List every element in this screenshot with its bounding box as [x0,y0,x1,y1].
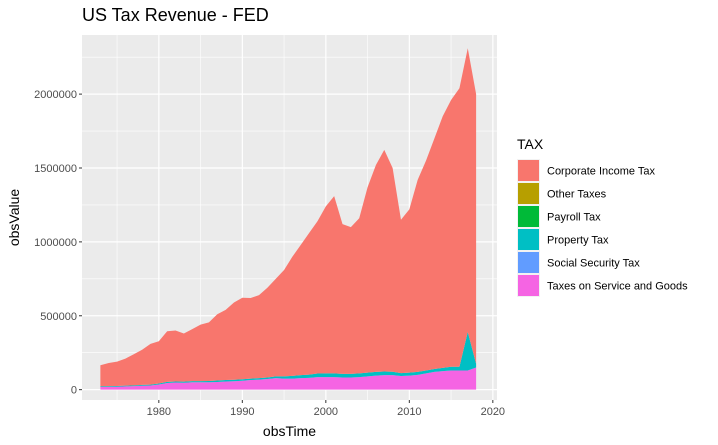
legend-label: Taxes on Service and Goods [547,281,688,293]
x-tick-label: 1980 [147,406,171,418]
area-property-tax [100,332,477,387]
legend-swatch [518,183,539,204]
x-axis-ticks: 1980 1990 2000 2010 2020 [147,400,505,418]
area-taxes-on-service-and-goods [100,367,477,390]
legend-swatch [518,252,539,273]
legend-title: TAX [517,136,544,152]
legend-label: Social Security Tax [547,258,640,270]
legend-label: Payroll Tax [547,212,601,224]
y-axis-ticks: 0 500000 1000000 1500000 2000000 [34,89,82,397]
legend-label: Property Tax [547,235,609,247]
legend-swatch [518,206,539,227]
legend-swatch [518,275,539,296]
y-tick-label: 0 [71,385,77,397]
legend-swatch [518,229,539,250]
area-corporate-income-tax [100,48,477,387]
y-tick-label: 1500000 [34,163,77,175]
x-axis-title: obsTime [263,423,316,439]
legend-swatch [518,160,539,181]
chart-title: US Tax Revenue - FED [82,5,269,25]
y-tick-label: 1000000 [34,237,77,249]
x-tick-label: 2000 [314,406,338,418]
y-tick-label: 500000 [40,311,77,323]
y-tick-label: 2000000 [34,89,77,101]
legend-label: Corporate Income Tax [547,166,656,178]
x-tick-label: 1990 [230,406,254,418]
legend: Corporate Income Tax Other Taxes Payroll T… [517,159,688,297]
legend-label: Other Taxes [547,189,607,201]
x-tick-label: 2020 [481,406,505,418]
x-tick-label: 2010 [397,406,421,418]
y-axis-title: obsValue [6,189,22,247]
area-layers [100,48,477,390]
